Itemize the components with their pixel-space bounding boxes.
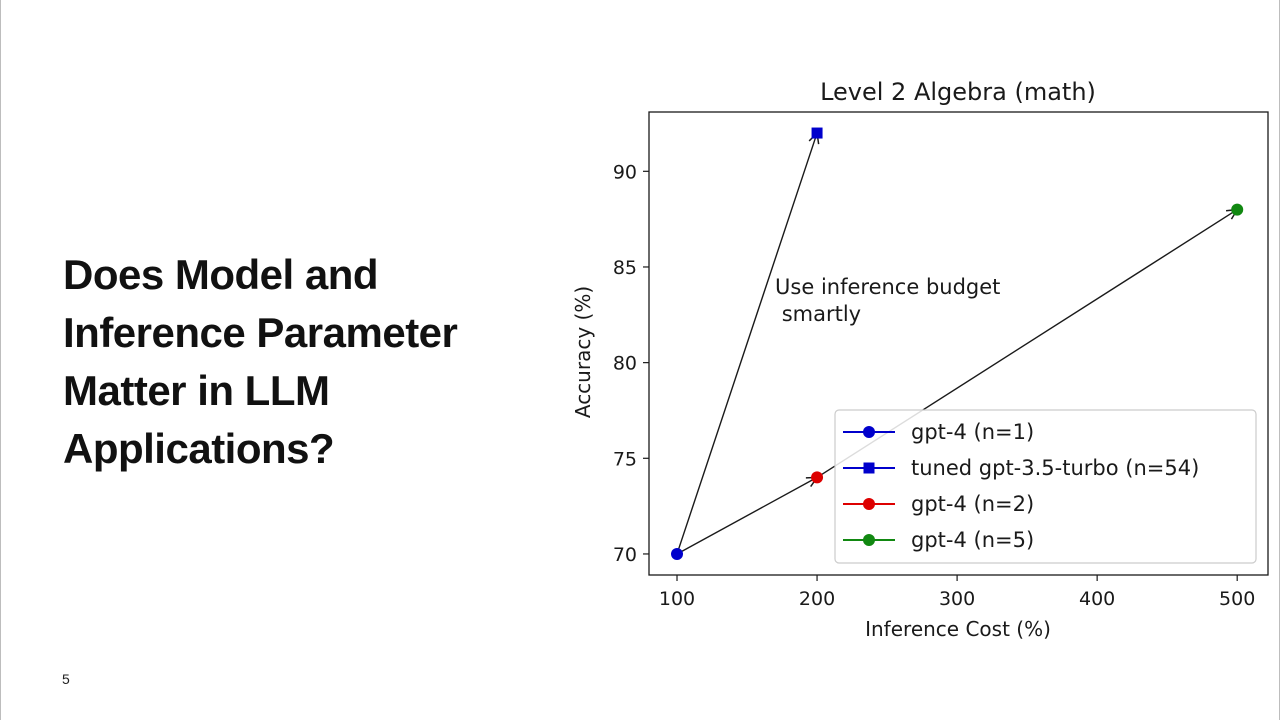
y-tick-label: 70 (613, 544, 637, 566)
y-tick-label: 75 (613, 448, 637, 470)
heading-line: Applications? (63, 425, 335, 472)
plot-frame (648, 111, 1269, 576)
legend-label: gpt-4 (n=5) (911, 528, 1034, 552)
legend-label: gpt-4 (n=1) (911, 420, 1034, 444)
legend-marker (863, 498, 875, 510)
x-tick-label: 300 (939, 588, 975, 610)
heading-line: Matter in LLM (63, 367, 330, 414)
legend-marker (863, 534, 875, 546)
arrow (676, 477, 817, 555)
chart-title: Level 2 Algebra (math) (820, 78, 1096, 106)
heading-line: Inference Parameter (63, 309, 458, 356)
legend-box (834, 409, 1257, 564)
x-tick-label: 100 (659, 588, 695, 610)
plot-area: 100 200 300 400 500 70 75 80 85 90 Use inference b… (613, 111, 1269, 610)
y-axis-label: Accuracy (%) (571, 286, 595, 418)
y-tick-label: 85 (613, 257, 637, 279)
y-tick-label: 80 (613, 353, 637, 375)
data-point (1231, 203, 1244, 216)
legend-label: tuned gpt-3.5-turbo (n=54) (911, 456, 1199, 480)
legend-label: gpt-4 (n=2) (911, 492, 1034, 516)
annotation-text: smartly (775, 302, 861, 326)
x-tick-label: 200 (799, 588, 835, 610)
chart-container: Level 2 Algebra (math) Inference Cost (%… (541, 60, 1280, 660)
data-point (671, 547, 684, 560)
legend-marker (863, 426, 875, 438)
data-point (811, 127, 823, 139)
slide-heading: Does Model and Inference Parameter Matte… (63, 246, 543, 478)
y-tick-label: 90 (613, 161, 637, 183)
page-number: 5 (62, 671, 70, 687)
arrow (676, 133, 817, 555)
annotation-text: Use inference budget (775, 275, 1000, 299)
chart: Level 2 Algebra (math) Inference Cost (%… (571, 78, 1269, 641)
heading-line: Does Model and (63, 251, 379, 298)
x-axis-label: Inference Cost (%) (865, 617, 1051, 641)
x-tick-label: 400 (1079, 588, 1115, 610)
x-tick-label: 500 (1219, 588, 1255, 610)
legend-marker (863, 462, 875, 474)
data-point (811, 471, 824, 484)
